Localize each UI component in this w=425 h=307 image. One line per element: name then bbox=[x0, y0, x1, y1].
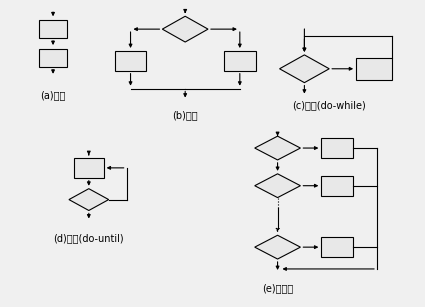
Text: (d)重复(do-until): (d)重复(do-until) bbox=[54, 233, 124, 243]
Polygon shape bbox=[255, 174, 300, 198]
Bar bbox=[321, 176, 353, 196]
Polygon shape bbox=[280, 55, 329, 83]
Polygon shape bbox=[255, 235, 300, 259]
Bar bbox=[39, 20, 67, 38]
Text: (e)多分支: (e)多分支 bbox=[262, 283, 293, 293]
Polygon shape bbox=[69, 189, 109, 211]
Text: (b)分支: (b)分支 bbox=[173, 111, 198, 120]
Bar bbox=[321, 237, 353, 257]
Bar bbox=[39, 49, 67, 67]
Bar bbox=[115, 51, 147, 71]
Bar bbox=[356, 58, 392, 80]
Text: (a)顺序: (a)顺序 bbox=[40, 91, 66, 101]
Polygon shape bbox=[255, 136, 300, 160]
Bar bbox=[224, 51, 256, 71]
Polygon shape bbox=[162, 16, 208, 42]
Text: (c)重复(do-while): (c)重复(do-while) bbox=[292, 100, 366, 111]
Bar bbox=[321, 138, 353, 158]
Bar bbox=[74, 158, 104, 178]
